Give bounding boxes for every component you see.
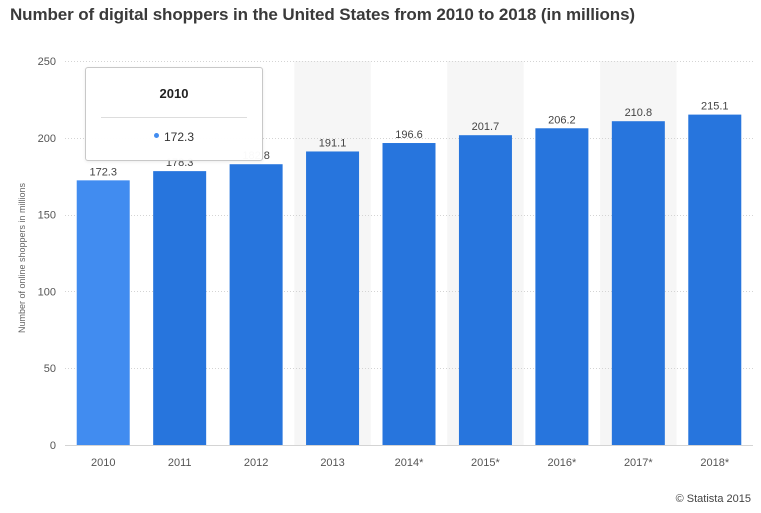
bar[interactable] [382,143,436,445]
y-tick-label: 250 [38,56,56,68]
x-tick-label: 2017* [624,457,653,469]
data-label: 196.6 [395,129,423,141]
x-tick-label: 2013 [320,457,344,469]
tooltip-title: 2010 [159,86,189,101]
y-axis-ticks: 0 50 100 150 200 250 [38,56,56,452]
x-tick-label: 2015* [471,457,500,469]
x-tick-label: 2014* [395,457,424,469]
x-axis-ticks: 2010 2011 2012 2013 2014* 2015* 2016* 2017* 2018… [91,457,730,469]
x-tick-label: 2018* [700,457,729,469]
data-label: 215.1 [701,101,729,113]
copyright: © Statista 2015 [675,493,751,505]
bar[interactable] [535,128,589,445]
tooltip-value-row: 172.3 [86,130,262,144]
circle-dot-icon [153,133,159,139]
y-axis-label: Number of online shoppers in millions [17,182,27,333]
data-label: 191.1 [319,137,347,149]
data-label: 172.3 [89,166,117,178]
bar[interactable] [76,180,130,445]
x-tick-label: 2012 [244,457,268,469]
tooltip-value: 172.3 [163,130,195,144]
x-tick-label: 2010 [91,457,115,469]
x-tick-label: 2011 [168,457,192,469]
bar[interactable] [611,121,665,446]
tooltip-divider [101,117,247,118]
data-label: 210.8 [625,107,653,119]
bar[interactable] [458,135,512,446]
tooltip: 2010 172.3 [85,67,263,161]
y-tick-label: 100 [38,286,56,298]
bar[interactable] [688,114,742,446]
y-tick-label: 200 [38,133,56,145]
data-label: 206.2 [548,114,576,126]
x-tick-label: 2016* [548,457,577,469]
bar[interactable] [153,171,207,445]
bars [76,114,742,446]
bar[interactable] [229,164,283,446]
y-tick-label: 50 [44,363,56,375]
data-label: 201.7 [472,121,500,133]
bar[interactable] [306,151,360,445]
y-tick-label: 0 [50,440,56,452]
y-tick-label: 150 [38,210,56,222]
chart-title: Number of digital shoppers in the United… [10,5,635,24]
